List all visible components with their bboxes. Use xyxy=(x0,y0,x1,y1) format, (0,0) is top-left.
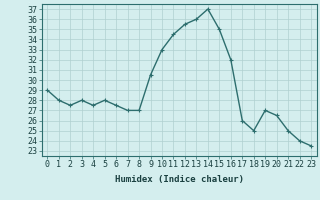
X-axis label: Humidex (Indice chaleur): Humidex (Indice chaleur) xyxy=(115,175,244,184)
